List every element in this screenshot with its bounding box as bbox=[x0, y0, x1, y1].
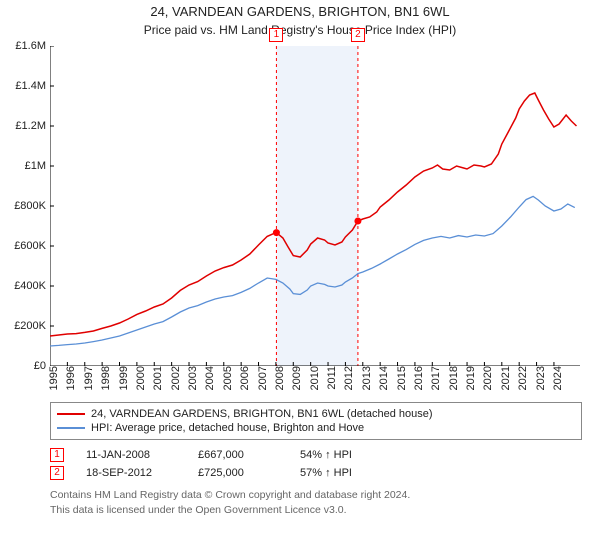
event-marker: 1 bbox=[269, 28, 283, 42]
x-tick-label: 2009 bbox=[287, 366, 303, 390]
x-tick-label: 2020 bbox=[478, 366, 494, 390]
x-tick-label: 2014 bbox=[374, 366, 390, 390]
footer-line-2: This data is licensed under the Open Gov… bbox=[50, 503, 582, 517]
x-tick-label: 2004 bbox=[200, 366, 216, 390]
transaction-marker: 2 bbox=[50, 466, 64, 480]
x-tick-label: 2018 bbox=[444, 366, 460, 390]
x-tick-label: 2016 bbox=[409, 366, 425, 390]
x-tick-label: 2015 bbox=[392, 366, 408, 390]
chart-title-address: 24, VARNDEAN GARDENS, BRIGHTON, BN1 6WL bbox=[8, 4, 592, 21]
x-tick-label: 1996 bbox=[61, 366, 77, 390]
legend-row: HPI: Average price, detached house, Brig… bbox=[57, 421, 575, 435]
legend-swatch bbox=[57, 427, 85, 429]
legend-row: 24, VARNDEAN GARDENS, BRIGHTON, BN1 6WL … bbox=[57, 407, 575, 421]
chart-svg bbox=[50, 46, 580, 366]
x-tick-label: 2006 bbox=[235, 366, 251, 390]
chart-area: £0£200K£400K£600K£800K£1M£1.2M£1.4M£1.6M… bbox=[50, 46, 580, 366]
y-tick-label: £1M bbox=[25, 160, 50, 172]
x-tick-label: 2012 bbox=[339, 366, 355, 390]
x-tick-label: 2022 bbox=[513, 366, 529, 390]
transaction-hpi: 54% ↑ HPI bbox=[300, 449, 352, 461]
sale-dot bbox=[273, 230, 280, 237]
x-tick-label: 1998 bbox=[96, 366, 112, 390]
x-tick-label: 2005 bbox=[218, 366, 234, 390]
legend: 24, VARNDEAN GARDENS, BRIGHTON, BN1 6WL … bbox=[50, 402, 582, 440]
y-tick-label: £400K bbox=[14, 280, 50, 292]
transaction-date: 11-JAN-2008 bbox=[86, 449, 176, 461]
x-tick-label: 2000 bbox=[131, 366, 147, 390]
y-tick-label: £1.2M bbox=[15, 120, 50, 132]
x-tick-label: 2008 bbox=[270, 366, 286, 390]
transaction-date: 18-SEP-2012 bbox=[86, 467, 176, 479]
chart-subtitle: Price paid vs. HM Land Registry's House … bbox=[8, 23, 592, 39]
x-tick-label: 2001 bbox=[148, 366, 164, 390]
transaction-row: 1 11-JAN-2008 £667,000 54% ↑ HPI bbox=[50, 446, 582, 464]
y-tick-label: £200K bbox=[14, 320, 50, 332]
transaction-row: 2 18-SEP-2012 £725,000 57% ↑ HPI bbox=[50, 464, 582, 482]
x-tick-label: 2017 bbox=[426, 366, 442, 390]
x-tick-label: 2021 bbox=[496, 366, 512, 390]
y-tick-label: £1.4M bbox=[15, 80, 50, 92]
x-tick-label: 1995 bbox=[44, 366, 60, 390]
x-tick-label: 2019 bbox=[461, 366, 477, 390]
x-tick-label: 2003 bbox=[183, 366, 199, 390]
transaction-price: £667,000 bbox=[198, 449, 278, 461]
sale-dot bbox=[354, 218, 361, 225]
transaction-price: £725,000 bbox=[198, 467, 278, 479]
x-tick-label: 2002 bbox=[166, 366, 182, 390]
y-tick-label: £1.6M bbox=[15, 40, 50, 52]
x-tick-label: 2013 bbox=[357, 366, 373, 390]
x-tick-label: 2011 bbox=[322, 366, 338, 390]
x-tick-label: 2023 bbox=[531, 366, 547, 390]
transactions-block: 1 11-JAN-2008 £667,000 54% ↑ HPI 2 18-SEP-201… bbox=[50, 446, 582, 482]
event-marker: 2 bbox=[351, 28, 365, 42]
y-tick-label: £800K bbox=[14, 200, 50, 212]
x-tick-label: 1997 bbox=[79, 366, 95, 390]
legend-label: HPI: Average price, detached house, Brig… bbox=[91, 422, 364, 434]
y-tick-label: £600K bbox=[14, 240, 50, 252]
footer-attribution: Contains HM Land Registry data © Crown c… bbox=[50, 488, 582, 516]
x-tick-label: 2010 bbox=[305, 366, 321, 390]
x-tick-label: 2024 bbox=[548, 366, 564, 390]
transaction-hpi: 57% ↑ HPI bbox=[300, 467, 352, 479]
transaction-marker: 1 bbox=[50, 448, 64, 462]
x-tick-label: 2007 bbox=[253, 366, 269, 390]
x-tick-label: 1999 bbox=[114, 366, 130, 390]
legend-label: 24, VARNDEAN GARDENS, BRIGHTON, BN1 6WL … bbox=[91, 408, 433, 420]
footer-line-1: Contains HM Land Registry data © Crown c… bbox=[50, 488, 582, 502]
legend-swatch bbox=[57, 413, 85, 415]
